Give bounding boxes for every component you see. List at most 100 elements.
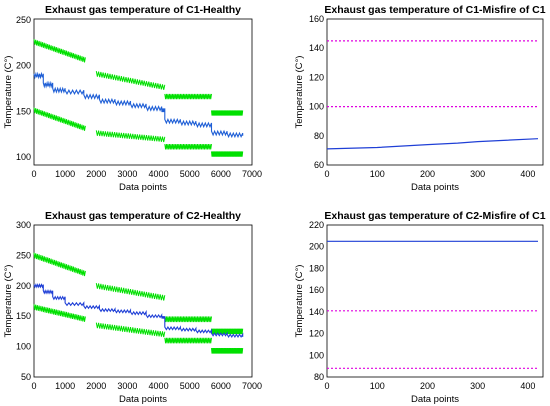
x-ticks: 0 1000 2000 3000 4000 5000 6000 7000: [31, 169, 262, 179]
y-tick-label: 140: [309, 43, 324, 53]
x-tick-label: 100: [370, 381, 385, 391]
upper-envelope-line: [164, 316, 212, 323]
y-axis-label: Temperature (C°): [294, 265, 305, 338]
x-ticks: 0 1000 2000 3000 4000 5000 6000 7000: [31, 381, 262, 391]
y-tick-label: 100: [16, 152, 31, 162]
plot-area: [33, 18, 253, 166]
x-tick-label: 2000: [86, 169, 106, 179]
plot-lines: [33, 39, 244, 157]
x-axis-label: Data points: [119, 394, 167, 405]
y-axis-label: Temperature (C°): [3, 56, 14, 129]
x-tick-label: 300: [470, 169, 485, 179]
upper-envelope-line: [95, 71, 166, 90]
x-tick-label: 5000: [180, 169, 200, 179]
x-tick-label: 300: [470, 381, 485, 391]
plot-lines: [326, 40, 539, 150]
upper-envelope-line: [211, 328, 244, 335]
y-axis-label: Temperature (C°): [294, 56, 305, 129]
y-tick-label: 100: [309, 102, 324, 112]
x-tick-label: 1000: [55, 169, 75, 179]
plot-area: [33, 224, 253, 378]
y-tick-label: 100: [16, 342, 31, 352]
x-tick-label: 200: [420, 381, 435, 391]
panel-c2-healthy: Exhaust gas temperature of C2-Healthy 0 …: [3, 210, 262, 405]
x-tick-label: 4000: [149, 381, 169, 391]
x-axis-label: Data points: [119, 182, 167, 193]
y-ticks: 50 100 150 200 250 300: [16, 220, 31, 382]
y-tick-label: 50: [21, 372, 31, 382]
x-tick-label: 100: [370, 169, 385, 179]
y-tick-label: 200: [16, 281, 31, 291]
y-ticks: 80 100 120 140 160 180 200 220: [309, 220, 324, 382]
lower-series-line: [326, 138, 539, 150]
y-tick-label: 160: [309, 285, 324, 295]
y-tick-label: 200: [16, 61, 31, 71]
x-ticks: 0 100 200 300 400: [324, 381, 535, 391]
y-ticks: 60 80 100 120 140 160: [309, 14, 324, 170]
x-tick-label: 6000: [211, 169, 231, 179]
plot-lines: [327, 240, 538, 369]
mean-line: [33, 71, 244, 139]
panel-c1-healthy: Exhaust gas temperature of C1-Healthy 0 …: [3, 4, 262, 193]
panel-c1-misfire: Exhaust gas temperature of C1-Misfire of…: [294, 4, 546, 193]
upper-envelope-line: [164, 93, 212, 100]
y-tick-label: 220: [309, 220, 324, 230]
y-tick-label: 120: [309, 72, 324, 82]
y-tick-label: 150: [16, 311, 31, 321]
x-axis-label: Data points: [411, 394, 459, 405]
y-tick-label: 180: [309, 263, 324, 273]
x-tick-label: 0: [31, 381, 36, 391]
x-tick-label: 5000: [180, 381, 200, 391]
y-tick-label: 140: [309, 307, 324, 317]
x-tick-label: 7000: [242, 169, 262, 179]
x-axis-label: Data points: [411, 182, 459, 193]
upper-envelope-line: [33, 252, 86, 277]
y-tick-label: 200: [309, 242, 324, 252]
x-tick-label: 0: [31, 169, 36, 179]
x-tick-label: 400: [520, 169, 535, 179]
x-tick-label: 7000: [242, 381, 262, 391]
lower-envelope-line: [33, 304, 86, 322]
x-tick-label: 0: [324, 169, 329, 179]
chart-title: Exhaust gas temperature of C2-Misfire of…: [324, 210, 545, 222]
lower-envelope-line: [211, 151, 244, 157]
x-tick-label: 200: [420, 169, 435, 179]
y-tick-label: 100: [309, 350, 324, 360]
lower-envelope-line: [95, 130, 166, 143]
lower-envelope-line: [164, 337, 212, 344]
lower-envelope-line: [211, 348, 244, 354]
upper-envelope-line: [211, 110, 244, 116]
y-tick-label: 80: [314, 131, 324, 141]
mean-line: [33, 283, 244, 338]
x-tick-label: 400: [520, 381, 535, 391]
lower-envelope-line: [33, 107, 86, 131]
x-tick-label: 1000: [55, 381, 75, 391]
lower-envelope-line: [164, 144, 212, 150]
y-tick-label: 250: [16, 15, 31, 25]
x-tick-label: 4000: [149, 169, 169, 179]
x-tick-label: 2000: [86, 381, 106, 391]
y-tick-label: 120: [309, 329, 324, 339]
x-tick-label: 0: [324, 381, 329, 391]
plot-lines: [33, 252, 244, 354]
y-ticks: 100 150 200 250: [16, 15, 31, 162]
y-axis-label: Temperature (C°): [3, 265, 14, 338]
chart-title: Exhaust gas temperature of C1-Healthy: [45, 4, 241, 16]
chart-title: Exhaust gas temperature of C1-Misfire of…: [324, 4, 545, 16]
upper-envelope-line: [33, 39, 86, 63]
upper-envelope-line: [95, 283, 166, 301]
x-tick-label: 6000: [211, 381, 231, 391]
lower-envelope-line: [95, 322, 166, 338]
x-tick-label: 3000: [117, 169, 137, 179]
x-tick-label: 3000: [117, 381, 137, 391]
x-ticks: 0 100 200 300 400: [324, 169, 535, 179]
plot-area: [326, 224, 544, 378]
y-tick-label: 150: [16, 106, 31, 116]
panel-c2-misfire: Exhaust gas temperature of C2-Misfire of…: [294, 210, 546, 405]
y-tick-label: 60: [314, 160, 324, 170]
chart-title: Exhaust gas temperature of C2-Healthy: [45, 210, 241, 222]
y-tick-label: 250: [16, 250, 31, 260]
y-tick-label: 300: [16, 220, 31, 230]
y-tick-label: 160: [309, 14, 324, 24]
